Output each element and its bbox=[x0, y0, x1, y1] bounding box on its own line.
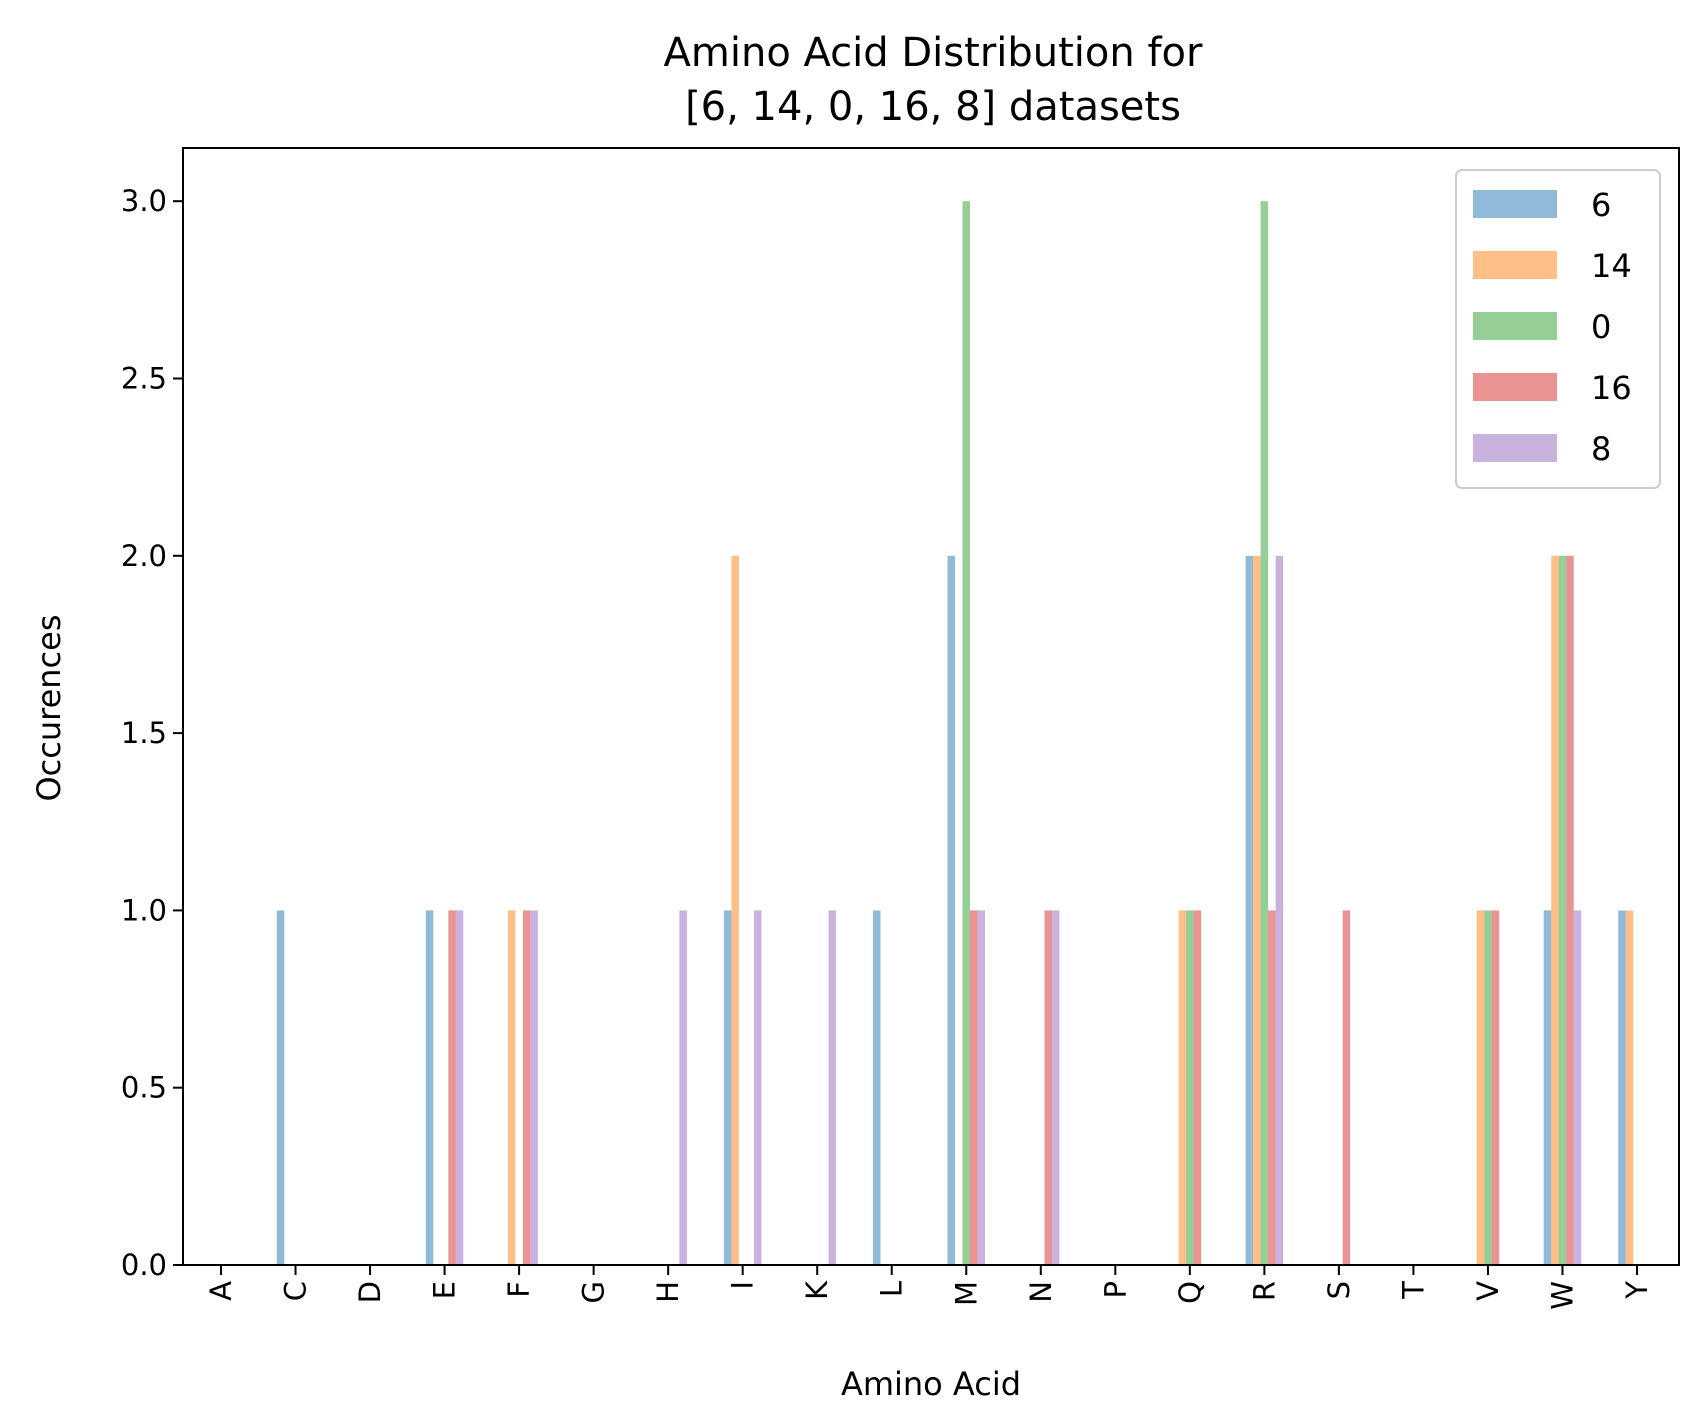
bar-E-series-8 bbox=[455, 910, 464, 1265]
x-tick-label-I: I bbox=[726, 1281, 760, 1290]
y-axis-label: Occurences bbox=[30, 614, 68, 801]
bar-N-series-16 bbox=[1044, 910, 1053, 1265]
y-tick-label: 2.0 bbox=[121, 539, 167, 573]
y-tick-label: 1.5 bbox=[121, 716, 167, 750]
chart-title-line-2: [6, 14, 0, 16, 8] datasets bbox=[685, 84, 1181, 130]
bar-M-series-6 bbox=[947, 555, 956, 1265]
bar-C-series-6 bbox=[276, 910, 285, 1265]
legend-label-0: 0 bbox=[1591, 308, 1611, 346]
bar-F-series-8 bbox=[530, 910, 538, 1265]
bar-M-series-8 bbox=[977, 910, 986, 1265]
x-tick-label-F: F bbox=[502, 1281, 536, 1298]
bar-R-series-14 bbox=[1253, 555, 1261, 1265]
bar-W-series-16 bbox=[1566, 555, 1574, 1265]
x-tick-label-D: D bbox=[353, 1281, 387, 1303]
legend-box bbox=[1455, 169, 1661, 489]
bar-W-series-0 bbox=[1558, 555, 1567, 1265]
x-tick-label-W: W bbox=[1545, 1281, 1579, 1310]
legend-swatch-16 bbox=[1473, 373, 1557, 401]
y-tick-label: 0.5 bbox=[121, 1071, 167, 1105]
chart-title-line-1: Amino Acid Distribution for bbox=[664, 30, 1203, 76]
x-tick-label-K: K bbox=[800, 1280, 834, 1300]
legend-swatch-6 bbox=[1473, 190, 1557, 218]
x-tick-label-E: E bbox=[428, 1281, 462, 1299]
x-tick-label-H: H bbox=[651, 1281, 685, 1303]
plot-frame bbox=[182, 147, 1680, 1266]
bar-W-series-14 bbox=[1551, 555, 1559, 1265]
legend-label-8: 8 bbox=[1591, 430, 1611, 468]
x-tick-label-Q: Q bbox=[1173, 1281, 1207, 1304]
x-tick-label-Y: Y bbox=[1620, 1281, 1654, 1300]
bar-I-series-8 bbox=[753, 910, 762, 1265]
y-tick-label: 2.5 bbox=[121, 361, 167, 395]
y-axis: 0.0 0.5 1.0 1.5 2.0 2.5 3.0 bbox=[121, 184, 183, 1282]
bar-I-series-6 bbox=[723, 910, 732, 1265]
legend-swatch-8 bbox=[1473, 434, 1557, 462]
bar-Q-series-0 bbox=[1186, 910, 1194, 1265]
bar-M-series-0 bbox=[962, 201, 971, 1266]
x-tick-label-P: P bbox=[1098, 1281, 1132, 1299]
x-tick-label-S: S bbox=[1322, 1281, 1356, 1299]
bar-W-series-8 bbox=[1573, 910, 1582, 1265]
y-tick-label: 1.0 bbox=[121, 893, 167, 927]
legend-swatch-0 bbox=[1473, 312, 1557, 340]
bar-M-series-16 bbox=[970, 910, 978, 1265]
legend-swatch-14 bbox=[1473, 251, 1557, 279]
x-tick-label-M: M bbox=[949, 1281, 983, 1306]
bar-H-series-8 bbox=[679, 910, 687, 1265]
bar-S-series-16 bbox=[1342, 910, 1351, 1265]
bar-Y-series-14 bbox=[1625, 910, 1634, 1265]
legend-label-16: 16 bbox=[1591, 369, 1632, 407]
x-axis-label: Amino Acid bbox=[841, 1365, 1021, 1403]
x-tick-label-C: C bbox=[279, 1281, 313, 1301]
bar-F-series-16 bbox=[522, 910, 531, 1265]
x-tick-label-G: G bbox=[577, 1281, 611, 1303]
x-tick-label-A: A bbox=[204, 1281, 238, 1301]
bar-E-series-16 bbox=[448, 910, 456, 1265]
y-tick-label: 0.0 bbox=[121, 1248, 167, 1282]
bar-N-series-8 bbox=[1052, 910, 1060, 1265]
bars-layer bbox=[276, 201, 1634, 1266]
bar-R-series-8 bbox=[1275, 555, 1284, 1265]
legend: 6 14 0 16 8 bbox=[1455, 169, 1661, 489]
bar-E-series-6 bbox=[425, 910, 434, 1265]
legend-label-6: 6 bbox=[1591, 186, 1611, 224]
bar-R-series-16 bbox=[1268, 910, 1276, 1265]
bar-F-series-14 bbox=[507, 910, 516, 1265]
x-tick-label-V: V bbox=[1471, 1281, 1505, 1301]
x-tick-label-N: N bbox=[1024, 1281, 1058, 1303]
bar-I-series-14 bbox=[731, 555, 739, 1265]
bar-K-series-8 bbox=[828, 910, 836, 1265]
bar-Q-series-14 bbox=[1178, 910, 1187, 1265]
bar-R-series-0 bbox=[1260, 201, 1269, 1266]
bar-Y-series-6 bbox=[1618, 910, 1626, 1265]
x-tick-label-R: R bbox=[1247, 1281, 1281, 1301]
bar-V-series-14 bbox=[1476, 910, 1485, 1265]
legend-label-14: 14 bbox=[1591, 247, 1632, 285]
x-tick-label-L: L bbox=[875, 1281, 909, 1297]
bar-V-series-0 bbox=[1484, 910, 1492, 1265]
bar-L-series-6 bbox=[872, 910, 881, 1265]
bar-Q-series-16 bbox=[1193, 910, 1202, 1265]
bar-R-series-6 bbox=[1245, 555, 1254, 1265]
bar-W-series-6 bbox=[1543, 910, 1552, 1265]
x-tick-label-T: T bbox=[1396, 1281, 1430, 1300]
y-tick-label: 3.0 bbox=[121, 184, 167, 218]
bar-V-series-16 bbox=[1491, 910, 1500, 1265]
